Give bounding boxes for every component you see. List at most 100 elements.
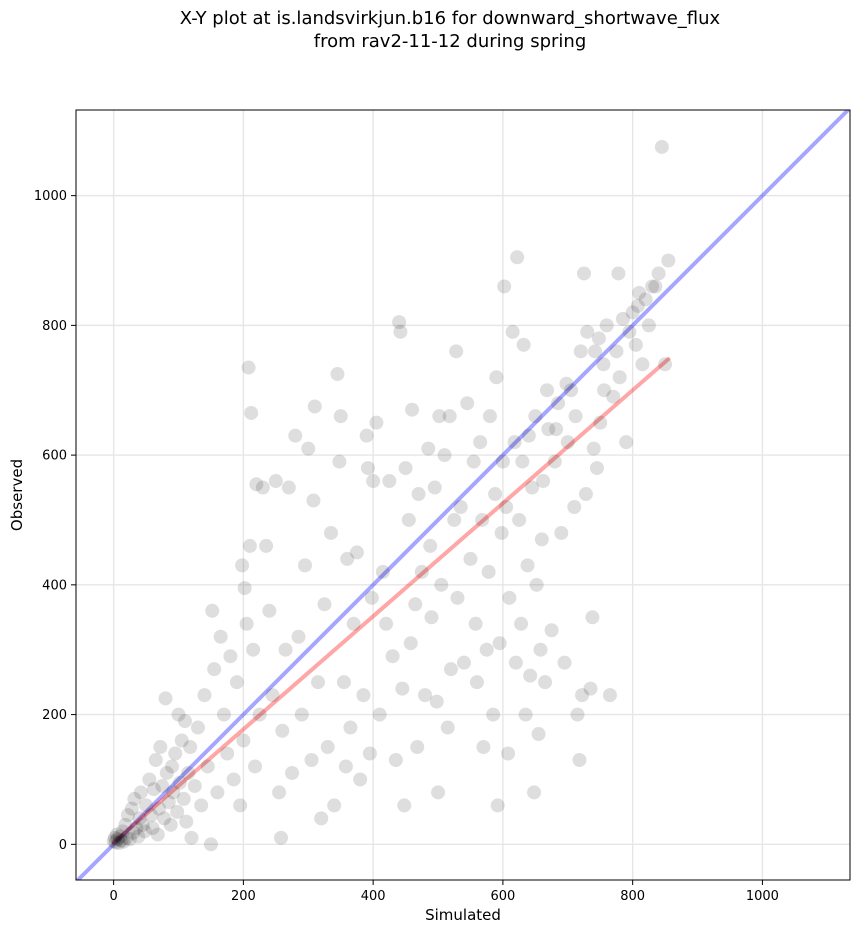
data-point bbox=[486, 707, 501, 722]
y-axis: 0 200 400 600 800 1000 bbox=[34, 189, 76, 853]
data-point bbox=[274, 830, 289, 845]
data-point bbox=[385, 649, 400, 664]
data-point bbox=[645, 279, 660, 294]
data-point bbox=[379, 616, 394, 631]
data-point bbox=[527, 785, 542, 800]
data-point bbox=[265, 688, 280, 703]
data-point bbox=[635, 357, 650, 372]
data-point bbox=[142, 772, 157, 787]
data-point bbox=[307, 399, 322, 414]
data-point bbox=[338, 759, 353, 774]
data-point bbox=[632, 285, 647, 300]
data-point bbox=[585, 610, 600, 625]
data-point bbox=[172, 775, 187, 790]
grid-lines bbox=[76, 110, 850, 880]
data-point bbox=[116, 834, 131, 849]
data-point bbox=[424, 610, 439, 625]
data-point bbox=[427, 480, 442, 495]
data-point bbox=[210, 785, 225, 800]
data-point bbox=[129, 821, 144, 836]
y-tick-label: 200 bbox=[42, 708, 67, 723]
data-point bbox=[651, 266, 666, 281]
data-point bbox=[294, 707, 309, 722]
data-point bbox=[364, 590, 379, 605]
data-point bbox=[220, 746, 235, 761]
data-point bbox=[187, 778, 202, 793]
data-point bbox=[615, 311, 630, 326]
data-point bbox=[586, 441, 601, 456]
data-point bbox=[547, 454, 562, 469]
data-point bbox=[505, 324, 520, 339]
data-point bbox=[476, 740, 491, 755]
data-point bbox=[508, 655, 523, 670]
x-tick-label: 800 bbox=[620, 889, 645, 904]
data-point bbox=[469, 675, 484, 690]
y-tick-label: 800 bbox=[42, 319, 67, 334]
data-point bbox=[443, 662, 458, 677]
data-point bbox=[597, 383, 612, 398]
data-point bbox=[118, 817, 133, 832]
data-point bbox=[442, 409, 457, 424]
data-point bbox=[473, 435, 488, 450]
data-point bbox=[159, 765, 174, 780]
data-point bbox=[559, 376, 574, 391]
data-point bbox=[431, 785, 446, 800]
data-point bbox=[248, 759, 263, 774]
data-point bbox=[106, 834, 121, 849]
data-point bbox=[576, 266, 591, 281]
data-point bbox=[393, 324, 408, 339]
data-point bbox=[291, 629, 306, 644]
data-point bbox=[157, 811, 172, 826]
data-point bbox=[213, 629, 228, 644]
data-point bbox=[388, 752, 403, 767]
data-point bbox=[490, 798, 505, 813]
data-point bbox=[207, 662, 222, 677]
data-point bbox=[507, 435, 522, 450]
data-point bbox=[137, 824, 152, 839]
data-point bbox=[275, 723, 290, 738]
data-point bbox=[226, 772, 241, 787]
data-point bbox=[520, 558, 535, 573]
data-point bbox=[181, 765, 196, 780]
data-point bbox=[161, 795, 176, 810]
data-point bbox=[133, 785, 148, 800]
data-point bbox=[259, 538, 274, 553]
data-point bbox=[343, 720, 358, 735]
data-point bbox=[190, 720, 205, 735]
data-point bbox=[119, 830, 134, 845]
data-point bbox=[183, 740, 198, 755]
data-point bbox=[397, 798, 412, 813]
data-point bbox=[516, 337, 531, 352]
data-point bbox=[135, 817, 150, 832]
data-point bbox=[122, 832, 137, 847]
data-point bbox=[194, 798, 209, 813]
data-point bbox=[375, 564, 390, 579]
y-tick-label: 600 bbox=[42, 449, 67, 464]
data-point bbox=[242, 538, 257, 553]
data-point bbox=[492, 636, 507, 651]
data-point bbox=[514, 616, 529, 631]
data-point bbox=[534, 532, 549, 547]
data-point bbox=[411, 487, 426, 502]
data-point bbox=[320, 740, 335, 755]
data-point bbox=[359, 428, 374, 443]
data-point bbox=[288, 428, 303, 443]
data-point bbox=[429, 694, 444, 709]
data-point bbox=[109, 827, 124, 842]
data-point bbox=[301, 441, 316, 456]
y-axis-label: Observed bbox=[8, 459, 26, 531]
data-point bbox=[599, 318, 614, 333]
data-point bbox=[408, 597, 423, 612]
data-point bbox=[366, 474, 381, 489]
data-point bbox=[494, 525, 509, 540]
data-point bbox=[115, 824, 130, 839]
data-point bbox=[641, 318, 656, 333]
data-point bbox=[568, 409, 583, 424]
chart-subtitle: from rav2-11-12 during spring bbox=[313, 31, 587, 52]
data-point bbox=[184, 830, 199, 845]
data-point bbox=[360, 461, 375, 476]
data-point bbox=[398, 461, 413, 476]
data-point bbox=[168, 746, 183, 761]
data-point bbox=[549, 422, 564, 437]
